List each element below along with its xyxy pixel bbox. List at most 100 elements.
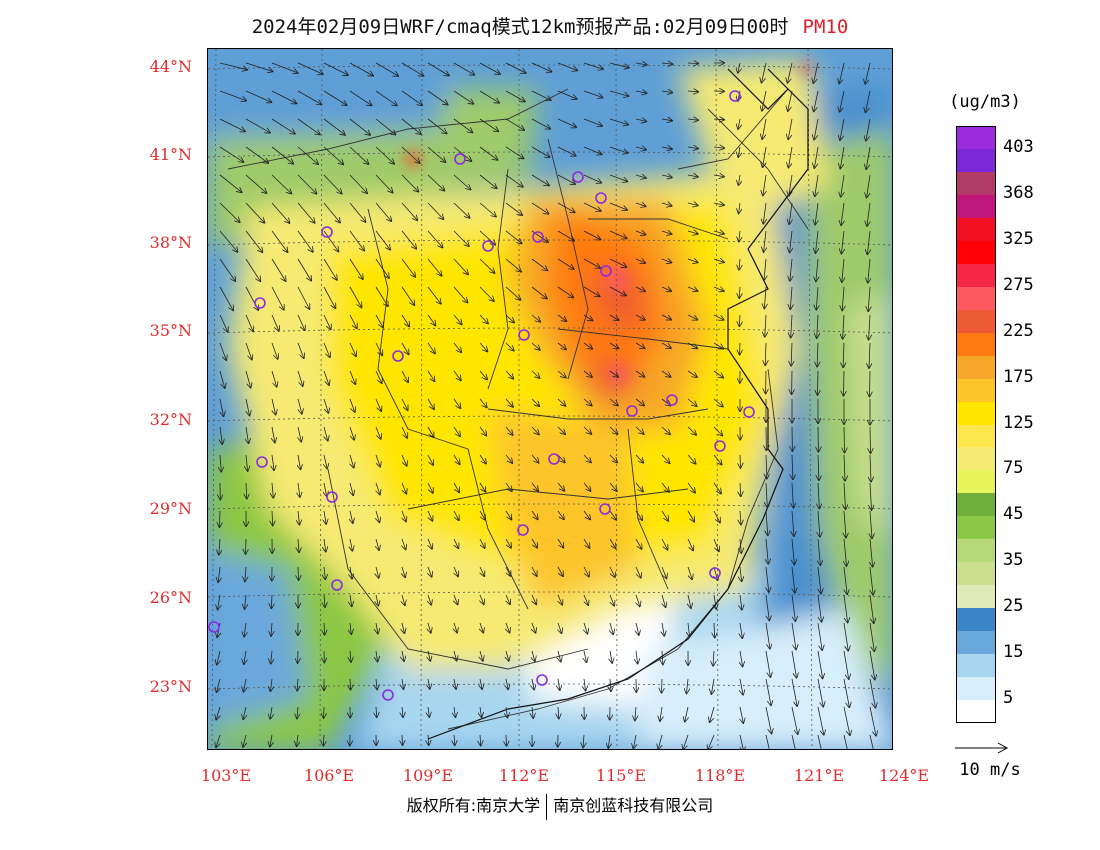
- wind-vector: [323, 286, 335, 308]
- wind-vector: [480, 678, 482, 689]
- lat-label-23n: 23°N: [149, 677, 192, 696]
- wind-vector: [687, 538, 693, 550]
- color-bar-band: [956, 424, 996, 448]
- station-marker: [572, 171, 584, 183]
- wind-vector: [324, 594, 325, 607]
- lat-label-35n: 35°N: [149, 321, 192, 340]
- wind-vector: [789, 174, 792, 196]
- wind-vector: [739, 202, 740, 213]
- wind-vector: [765, 594, 769, 620]
- wind-vector: [376, 622, 378, 634]
- copyright-footer: 版权所有:南京大学 南京创蓝科技有限公司: [350, 792, 770, 820]
- wind-vector: [583, 426, 591, 434]
- wind-vector: [662, 594, 666, 607]
- wind-vector: [479, 62, 500, 74]
- wind-vector: [297, 370, 303, 386]
- wind-vector: [661, 454, 670, 463]
- wind-vector: [245, 202, 264, 223]
- wind-vector: [661, 482, 669, 492]
- wind-vector: [349, 118, 370, 135]
- wind-vector: [376, 482, 380, 494]
- wind-vector: [219, 258, 235, 281]
- wind-vector: [791, 706, 798, 734]
- wind-vector: [427, 202, 443, 219]
- wind-vector: [531, 482, 538, 491]
- wind-vector: [558, 678, 560, 690]
- wind-vector: [867, 202, 870, 226]
- wind-vector: [610, 594, 614, 606]
- wind-vector: [505, 258, 521, 272]
- wind-vector: [609, 426, 618, 434]
- wind-vector: [376, 650, 378, 661]
- wind-vector: [818, 538, 820, 565]
- wind-vector: [349, 398, 355, 412]
- color-bar-label: 75: [1003, 458, 1024, 479]
- wind-vector: [323, 202, 340, 223]
- wind-vector: [428, 594, 431, 605]
- wind-vector: [766, 566, 769, 592]
- wind-vector: [635, 119, 646, 121]
- wind-vector: [506, 678, 508, 689]
- wind-vector: [298, 510, 299, 525]
- wind-vector: [583, 538, 590, 548]
- wind-vector: [479, 230, 495, 245]
- station-marker: [208, 621, 220, 633]
- wind-vector: [762, 90, 767, 111]
- wind-vector: [713, 314, 724, 320]
- wind-vector: [297, 146, 318, 164]
- wind-vector: [271, 258, 286, 281]
- wind-vector: [713, 259, 724, 262]
- wind-vector: [661, 63, 672, 64]
- wind-vector: [765, 734, 770, 749]
- wind-vector: [739, 258, 740, 270]
- wind-vector: [427, 454, 433, 465]
- wind-vector: [557, 398, 565, 406]
- wind-vector: [635, 482, 643, 491]
- wind-vector: [661, 119, 672, 121]
- wind-vector: [766, 454, 767, 479]
- wind-vector: [840, 90, 845, 112]
- wind-vector: [479, 314, 488, 323]
- wind-vector: [375, 370, 382, 383]
- wind-vector: [375, 398, 381, 411]
- wind-vector: [375, 90, 397, 105]
- wind-vector: [792, 538, 794, 564]
- wind-vector: [635, 454, 643, 463]
- wind-vector: [453, 62, 474, 75]
- wind-vector: [297, 342, 304, 358]
- color-bar-band: [956, 562, 996, 586]
- wind-vector: [869, 650, 875, 679]
- wind-vector: [713, 287, 724, 291]
- wind-vector: [740, 678, 743, 695]
- wind-vector: [246, 398, 250, 415]
- wind-vector: [271, 342, 278, 359]
- wind-vector: [635, 426, 644, 434]
- wind-vector: [609, 314, 619, 320]
- wind-vector: [453, 342, 461, 352]
- concentration-field: [208, 49, 892, 749]
- wind-vector: [765, 678, 771, 705]
- wind-vector: [480, 734, 481, 745]
- wind-vector: [710, 706, 715, 722]
- wind-vector: [557, 90, 577, 99]
- station-marker: [548, 453, 560, 465]
- wind-vector: [531, 174, 549, 185]
- wind-vector: [740, 706, 743, 723]
- wind-vector: [817, 734, 822, 749]
- station-marker: [254, 297, 266, 309]
- wind-vector: [766, 538, 768, 564]
- wind-vector: [298, 566, 299, 580]
- wind-vector: [479, 482, 486, 492]
- wind-vector: [531, 426, 539, 434]
- wind-vector: [216, 734, 220, 747]
- wind-vector: [454, 594, 458, 604]
- wind-vector: [428, 622, 431, 633]
- lat-label-41n: 41°N: [149, 145, 192, 164]
- wind-vector: [270, 678, 272, 691]
- lat-label-26n: 26°N: [149, 588, 192, 607]
- wind-vector: [557, 174, 575, 184]
- wind-vector: [219, 202, 240, 222]
- wind-vector: [708, 734, 715, 749]
- wind-vector: [764, 230, 766, 252]
- wind-vector: [219, 118, 245, 131]
